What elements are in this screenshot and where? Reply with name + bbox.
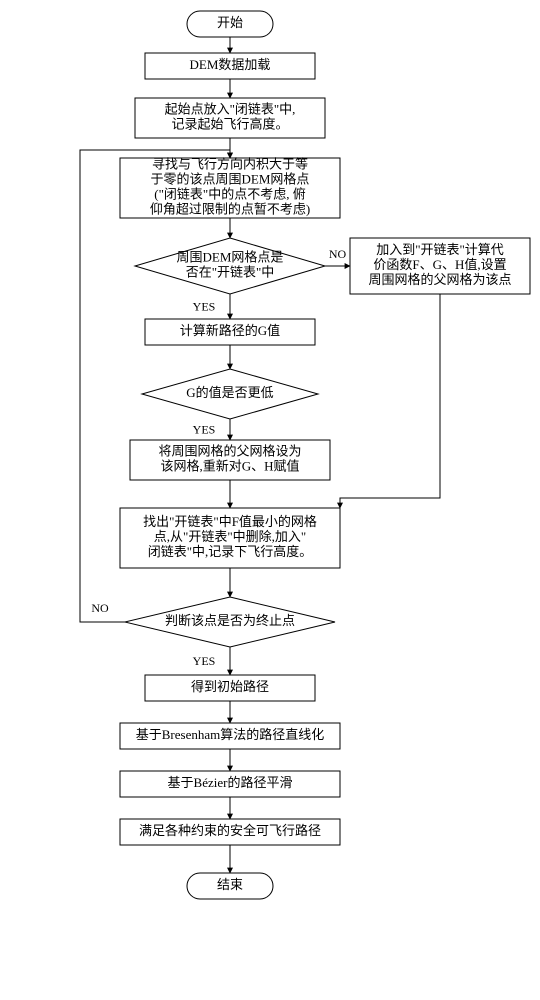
svg-text:基于Bézier的路径平滑: 基于Bézier的路径平滑	[168, 775, 293, 790]
svg-text:周围DEM网格点是: 周围DEM网格点是	[177, 249, 284, 264]
node-d2: G的值是否更低	[142, 369, 318, 419]
svg-text:结束: 结束	[217, 877, 243, 892]
edge-poly	[340, 294, 440, 508]
svg-text:G的值是否更低: G的值是否更低	[186, 385, 273, 400]
svg-text:否在"开链表"中: 否在"开链表"中	[186, 264, 275, 279]
svg-text:("闭链表"中的点不考虑, 俯: ("闭链表"中的点不考虑, 俯	[154, 186, 305, 201]
svg-text:得到初始路径: 得到初始路径	[191, 679, 269, 694]
svg-text:记录起始飞行高度。: 记录起始飞行高度。	[171, 116, 288, 131]
node-n5: 将周围网格的父网格设为该网格,重新对G、H赋值	[130, 440, 330, 480]
svg-text:起始点放入"闭链表"中,: 起始点放入"闭链表"中,	[165, 101, 296, 116]
node-n10: 满足各种约束的安全可飞行路径	[120, 819, 340, 845]
svg-text:判断该点是否为终止点: 判断该点是否为终止点	[165, 613, 295, 628]
node-n6: 找出"开链表"中F值最小的网格点,从"开链表"中删除,加入"闭链表"中,记录下飞…	[120, 508, 340, 568]
node-end: 结束	[187, 873, 273, 899]
svg-text:周围网格的父网格为该点: 周围网格的父网格为该点	[368, 272, 511, 287]
svg-text:找出"开链表"中F值最小的网格: 找出"开链表"中F值最小的网格	[143, 514, 317, 529]
svg-text:闭链表"中,记录下飞行高度。: 闭链表"中,记录下飞行高度。	[148, 544, 313, 559]
node-n4: 计算新路径的G值	[145, 319, 315, 345]
svg-text:加入到"开链表"计算代: 加入到"开链表"计算代	[376, 242, 504, 257]
node-n8: 基于Bresenham算法的路径直线化	[120, 723, 340, 749]
edge-label: YES	[193, 423, 216, 437]
svg-text:该网格,重新对G、H赋值: 该网格,重新对G、H赋值	[160, 458, 299, 473]
svg-text:点,从"开链表"中删除,加入": 点,从"开链表"中删除,加入"	[154, 529, 306, 544]
svg-text:满足各种约束的安全可飞行路径: 满足各种约束的安全可飞行路径	[139, 823, 321, 838]
svg-text:仰角超过限制的点暂不考虑): 仰角超过限制的点暂不考虑)	[150, 201, 310, 216]
flowchart: YES YES YES NO NO 开始 DEM数据加载起始点放入"闭链表"中,记录起始飞…	[0, 0, 540, 1000]
edge-label: YES	[193, 654, 216, 668]
node-d1: 周围DEM网格点是否在"开链表"中	[135, 238, 325, 294]
edge-label: NO	[91, 601, 109, 615]
svg-text:寻找与飞行方向内积大于等: 寻找与飞行方向内积大于等	[152, 156, 308, 171]
edge-label: YES	[193, 300, 216, 314]
node-start: 开始	[187, 11, 273, 37]
node-n2: 起始点放入"闭链表"中,记录起始飞行高度。	[135, 98, 325, 138]
svg-text:DEM数据加载: DEM数据加载	[190, 57, 271, 72]
node-n1: DEM数据加载	[145, 53, 315, 79]
svg-text:价函数F、G、H值,设置: 价函数F、G、H值,设置	[373, 257, 506, 272]
svg-text:基于Bresenham算法的路径直线化: 基于Bresenham算法的路径直线化	[136, 727, 324, 742]
svg-text:于零的该点周围DEM网格点: 于零的该点周围DEM网格点	[151, 171, 310, 186]
svg-text:将周围网格的父网格设为: 将周围网格的父网格设为	[158, 443, 301, 458]
node-n7: 得到初始路径	[145, 675, 315, 701]
svg-text:计算新路径的G值: 计算新路径的G值	[180, 323, 280, 338]
edge-label: NO	[329, 247, 347, 261]
node-nR: 加入到"开链表"计算代价函数F、G、H值,设置周围网格的父网格为该点	[350, 238, 530, 294]
node-d3: 判断该点是否为终止点	[125, 597, 335, 647]
node-n3: 寻找与飞行方向内积大于等于零的该点周围DEM网格点("闭链表"中的点不考虑, 俯…	[120, 156, 340, 218]
svg-text:开始: 开始	[217, 15, 243, 30]
node-n9: 基于Bézier的路径平滑	[120, 771, 340, 797]
